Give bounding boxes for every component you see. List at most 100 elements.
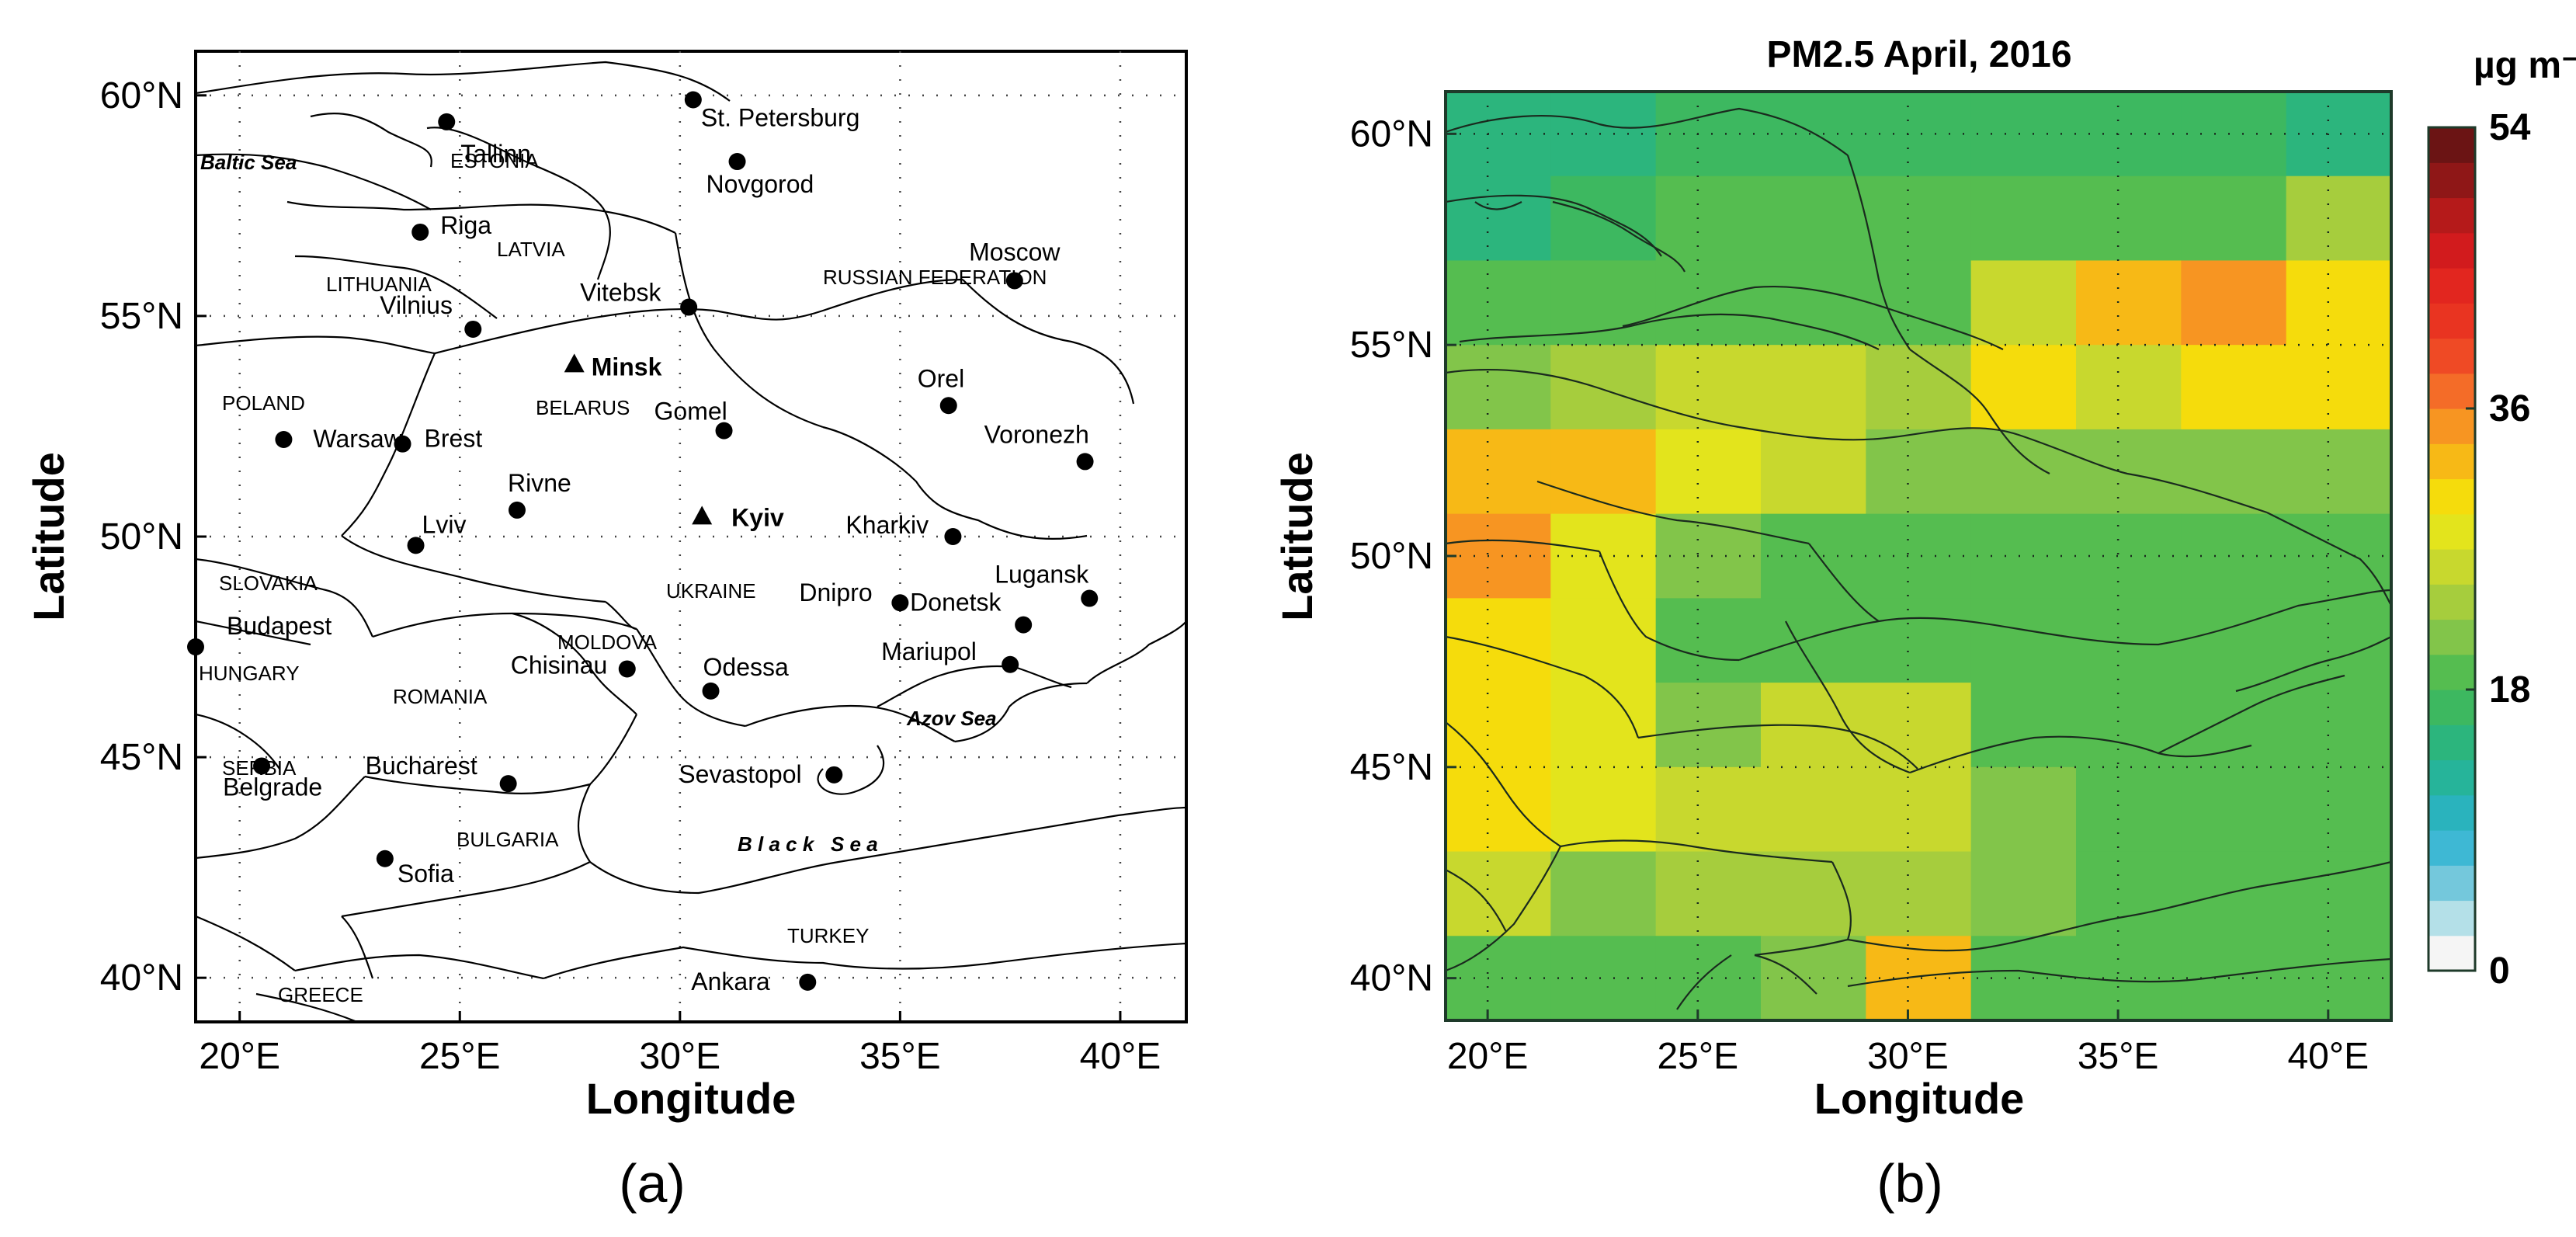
heatmap-cell (2286, 936, 2391, 1020)
heatmap-cell (1550, 683, 1657, 768)
colorbar-block (2428, 127, 2475, 163)
city-budapest: Budapest (187, 612, 332, 656)
heatmap-cell (1761, 345, 1866, 430)
city-sevastopol: Sevastopol (679, 760, 843, 788)
panel-a: 20°E 25°E 30°E 35°E 40°E 40°N 45°N 50°N 55°N 60°N… (24, 50, 1188, 1214)
heatmap-cell (1866, 92, 1972, 177)
x-tick-label: 40°E (1080, 1036, 1161, 1077)
x-tick-label: 25°E (419, 1036, 501, 1077)
panel-a-borders (196, 61, 1186, 1022)
panel-a-countries: ESTONIA LATVIA LITHUANIA RUSSIAN FEDERAT… (199, 149, 1047, 1006)
heatmap-cell (1446, 513, 1551, 599)
city-gomel: Gomel (654, 398, 733, 440)
colorbar: µg m⁻³ 54 36 18 0 (2427, 45, 2576, 992)
city-marker (407, 537, 425, 554)
panel-a-label: (a) (619, 1153, 686, 1214)
heatmap-cell (1655, 936, 1762, 1020)
heatmap-cell (1866, 429, 1972, 515)
city-marker (618, 660, 636, 678)
colorbar-block (2428, 830, 2475, 866)
heatmap-cell (1550, 260, 1657, 346)
heatmap-cell (1970, 92, 2077, 177)
colorbar-block (2428, 619, 2475, 655)
colorbar-block (2428, 443, 2475, 480)
y-tick-label: 60°N (1350, 113, 1433, 155)
heatmap-cell (1550, 851, 1657, 936)
heatmap-cell (1550, 345, 1657, 430)
heatmap-cell (2181, 429, 2287, 515)
y-tick-label: 40°N (1350, 958, 1433, 999)
heatmap-cell (1761, 175, 1866, 262)
city-dnipro: Dnipro (799, 579, 909, 612)
heatmap-cell (2181, 92, 2287, 177)
heatmap-cell (1866, 598, 1972, 683)
city-moscow: Moscow (969, 238, 1061, 290)
city-kyiv: Kyiv (692, 503, 784, 531)
heatmap-cell (1655, 345, 1762, 430)
country-label: HUNGARY (199, 662, 300, 685)
colorbar-ticks: 54 36 18 0 (2466, 107, 2531, 992)
y-tick-label: 55°N (1350, 325, 1433, 366)
country-label: GREECE (278, 983, 363, 1006)
city-label: Kyiv (731, 503, 784, 531)
city-bucharest: Bucharest (366, 752, 517, 793)
panel-b-gridlines (1446, 92, 2391, 1020)
heatmap-cell (2076, 92, 2182, 177)
heatmap-cell (2181, 936, 2287, 1020)
city-marker (438, 113, 456, 130)
heatmap-cell (1446, 175, 1551, 262)
sea-label: Baltic Sea (200, 151, 297, 174)
country-label: MOLDOVA (557, 631, 658, 654)
y-tick-label: 50°N (100, 516, 183, 558)
city-label: Vitebsk (580, 279, 661, 307)
city-label: Dnipro (799, 579, 872, 606)
city-label: Sevastopol (679, 760, 801, 788)
heatmap-cell (2286, 513, 2391, 599)
city-label: Novgorod (706, 170, 814, 198)
heatmap-cell (1866, 260, 1972, 346)
city-rivne: Rivne (508, 469, 571, 519)
country-label: BELARUS (536, 396, 630, 419)
city-marker (825, 766, 843, 784)
heatmap-cell (2076, 766, 2182, 853)
heatmap-cell (1446, 260, 1551, 346)
panel-a-seas: Baltic Sea Azov Sea B l a c k S e a (200, 151, 997, 856)
city-marker (939, 397, 957, 415)
city-lugansk: Lugansk (995, 561, 1099, 607)
heatmap-cell (1866, 175, 1972, 262)
city-marker (394, 435, 411, 453)
heatmap-cell (1446, 851, 1551, 936)
heatmap-cell (1446, 429, 1551, 515)
heatmap-cell (2286, 345, 2391, 430)
panel-b: PM2.5 April, 2016 (1272, 34, 2576, 1214)
city-vilnius: Vilnius (380, 291, 482, 338)
heatmap-cell (2286, 766, 2391, 853)
panel-a-ylabel: Latitude (24, 452, 73, 621)
panel-a-frame (194, 50, 1188, 1023)
heatmap-cell (1970, 345, 2077, 430)
city-label: Belgrade (223, 773, 322, 801)
heatmap-cell (2181, 175, 2287, 262)
heatmap-cell (1970, 175, 2077, 262)
heatmap-cell (2076, 513, 2182, 599)
city-marker (944, 528, 962, 545)
heatmap-cell (1446, 92, 1551, 177)
colorbar-block (2428, 338, 2475, 374)
colorbar-block (2428, 654, 2475, 690)
heatmap-cell (1761, 260, 1866, 346)
city-label: Moscow (969, 238, 1061, 266)
city-label: Budapest (227, 612, 332, 640)
heatmap-cell (1550, 598, 1657, 683)
colorbar-block (2428, 408, 2475, 444)
heatmap-cell (1550, 766, 1657, 853)
city-ankara: Ankara (691, 968, 817, 996)
colorbar-unit: µg m⁻³ (2474, 45, 2576, 86)
city-donetsk: Donetsk (910, 589, 1033, 634)
colorbar-tick-label: 18 (2489, 669, 2530, 711)
capital-marker (692, 506, 713, 525)
city-label: Voronezh (984, 420, 1089, 448)
colorbar-blocks (2428, 127, 2475, 971)
colorbar-block (2428, 162, 2475, 199)
city-lviv: Lviv (407, 510, 466, 554)
city-marker (411, 223, 429, 241)
